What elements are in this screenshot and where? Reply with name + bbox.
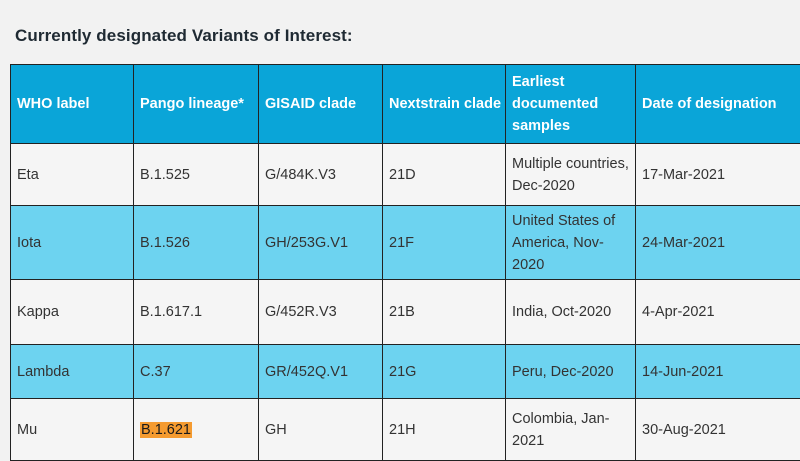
pango-lineage-cell: B.1.621 (134, 399, 259, 461)
column-header-who-label: WHO label (11, 65, 134, 144)
pango-lineage-cell: B.1.526 (134, 206, 259, 280)
table-row: Iota B.1.526 GH/253G.V1 21F United State… (11, 206, 800, 280)
designation-date-cell: 14-Jun-2021 (636, 345, 800, 399)
table-row: Kappa B.1.617.1 G/452R.V3 21B India, Oct… (11, 280, 800, 345)
pango-lineage-cell: B.1.617.1 (134, 280, 259, 345)
designation-date-cell: 24-Mar-2021 (636, 206, 800, 280)
who-label-cell: Eta (11, 144, 134, 206)
table-row: Mu B.1.621 GH 21H Colombia, Jan-2021 30-… (11, 399, 800, 461)
table-row: Eta B.1.525 G/484K.V3 21D Multiple count… (11, 144, 800, 206)
gisaid-clade-cell: GH (259, 399, 383, 461)
earliest-samples-cell: Peru, Dec-2020 (506, 345, 636, 399)
variants-table: WHO label Pango lineage* GISAID clade Ne… (10, 64, 800, 461)
column-header-gisaid-clade: GISAID clade (259, 65, 383, 144)
who-label-cell: Mu (11, 399, 134, 461)
designation-date-cell: 30-Aug-2021 (636, 399, 800, 461)
who-label-cell: Kappa (11, 280, 134, 345)
section-heading: Currently designated Variants of Interes… (15, 26, 353, 46)
who-label-cell: Lambda (11, 345, 134, 399)
nextstrain-clade-cell: 21B (383, 280, 506, 345)
gisaid-clade-cell: G/452R.V3 (259, 280, 383, 345)
gisaid-clade-cell: G/484K.V3 (259, 144, 383, 206)
earliest-samples-cell: United States of America, Nov-2020 (506, 206, 636, 280)
table-row: Lambda C.37 GR/452Q.V1 21G Peru, Dec-202… (11, 345, 800, 399)
nextstrain-clade-cell: 21G (383, 345, 506, 399)
nextstrain-clade-cell: 21D (383, 144, 506, 206)
earliest-samples-cell: Colombia, Jan-2021 (506, 399, 636, 461)
column-header-date-of-designation: Date of designation (636, 65, 800, 144)
pango-lineage-cell: B.1.525 (134, 144, 259, 206)
gisaid-clade-cell: GR/452Q.V1 (259, 345, 383, 399)
designation-date-cell: 17-Mar-2021 (636, 144, 800, 206)
pango-lineage-cell: C.37 (134, 345, 259, 399)
gisaid-clade-cell: GH/253G.V1 (259, 206, 383, 280)
earliest-samples-cell: Multiple countries, Dec-2020 (506, 144, 636, 206)
earliest-samples-cell: India, Oct-2020 (506, 280, 636, 345)
nextstrain-clade-cell: 21F (383, 206, 506, 280)
table-header-row: WHO label Pango lineage* GISAID clade Ne… (11, 65, 800, 144)
column-header-pango-lineage: Pango lineage* (134, 65, 259, 144)
column-header-nextstrain-clade: Nextstrain clade (383, 65, 506, 144)
designation-date-cell: 4-Apr-2021 (636, 280, 800, 345)
nextstrain-clade-cell: 21H (383, 399, 506, 461)
column-header-earliest-samples: Earliest documented samples (506, 65, 636, 144)
highlighted-lineage: B.1.621 (140, 422, 192, 438)
who-label-cell: Iota (11, 206, 134, 280)
